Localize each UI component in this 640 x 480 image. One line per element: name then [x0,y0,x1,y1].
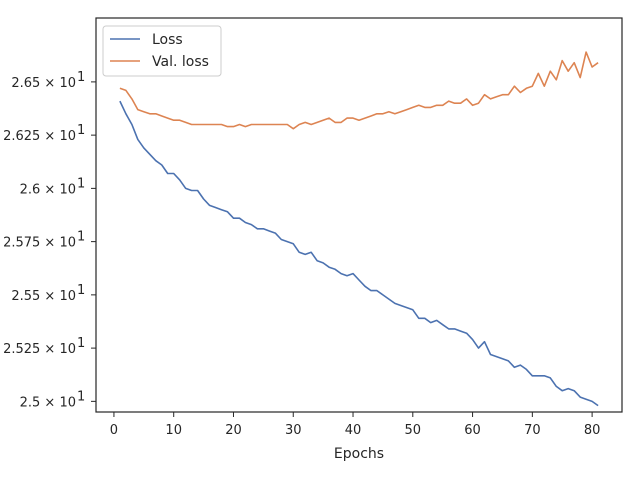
series-line-loss [119,100,599,407]
legend: Loss Val. loss [102,25,222,77]
x-tick-label: 80 [584,423,601,438]
y-tick-exponent: 1 [77,70,85,85]
y-tick-label: 2.625 × 10 [3,129,76,144]
y-tick-label: 2.575 × 10 [3,236,76,251]
y-axis-ticks: 2.5 × 10 12.525 × 10 12.55 × 10 12.575 × 10… [3,70,96,410]
x-tick-label: 0 [110,423,118,438]
series-lines [119,51,599,407]
x-tick-label: 10 [165,423,182,438]
x-tick-label: 40 [345,423,362,438]
y-tick-label: 2.55 × 10 [11,289,76,304]
y-tick-label: 2.6 × 10 [20,182,76,197]
y-tick-exponent: 1 [77,389,85,404]
plot-frame [95,17,623,413]
legend-label-val-loss: Val. loss [152,54,209,70]
x-tick-label: 30 [285,423,302,438]
y-tick-exponent: 1 [77,336,85,351]
x-axis-title: Epochs [334,446,384,462]
x-tick-label: 50 [405,423,422,438]
y-tick-label: 2.525 × 10 [3,342,76,357]
series-line-val-loss [119,51,599,130]
x-tick-label: 60 [464,423,481,438]
y-tick-exponent: 1 [77,283,85,298]
y-tick-exponent: 1 [77,123,85,138]
y-tick-label: 2.5 × 10 [20,395,76,410]
x-axis-ticks: 0 10 20 30 40 50 60 70 80 [110,412,601,438]
x-tick-label: 70 [524,423,541,438]
legend-label-loss: Loss [152,32,183,48]
y-tick-label: 2.65 × 10 [11,76,76,91]
y-tick-exponent: 1 [77,230,85,245]
y-tick-exponent: 1 [77,176,85,191]
x-tick-label: 20 [225,423,242,438]
